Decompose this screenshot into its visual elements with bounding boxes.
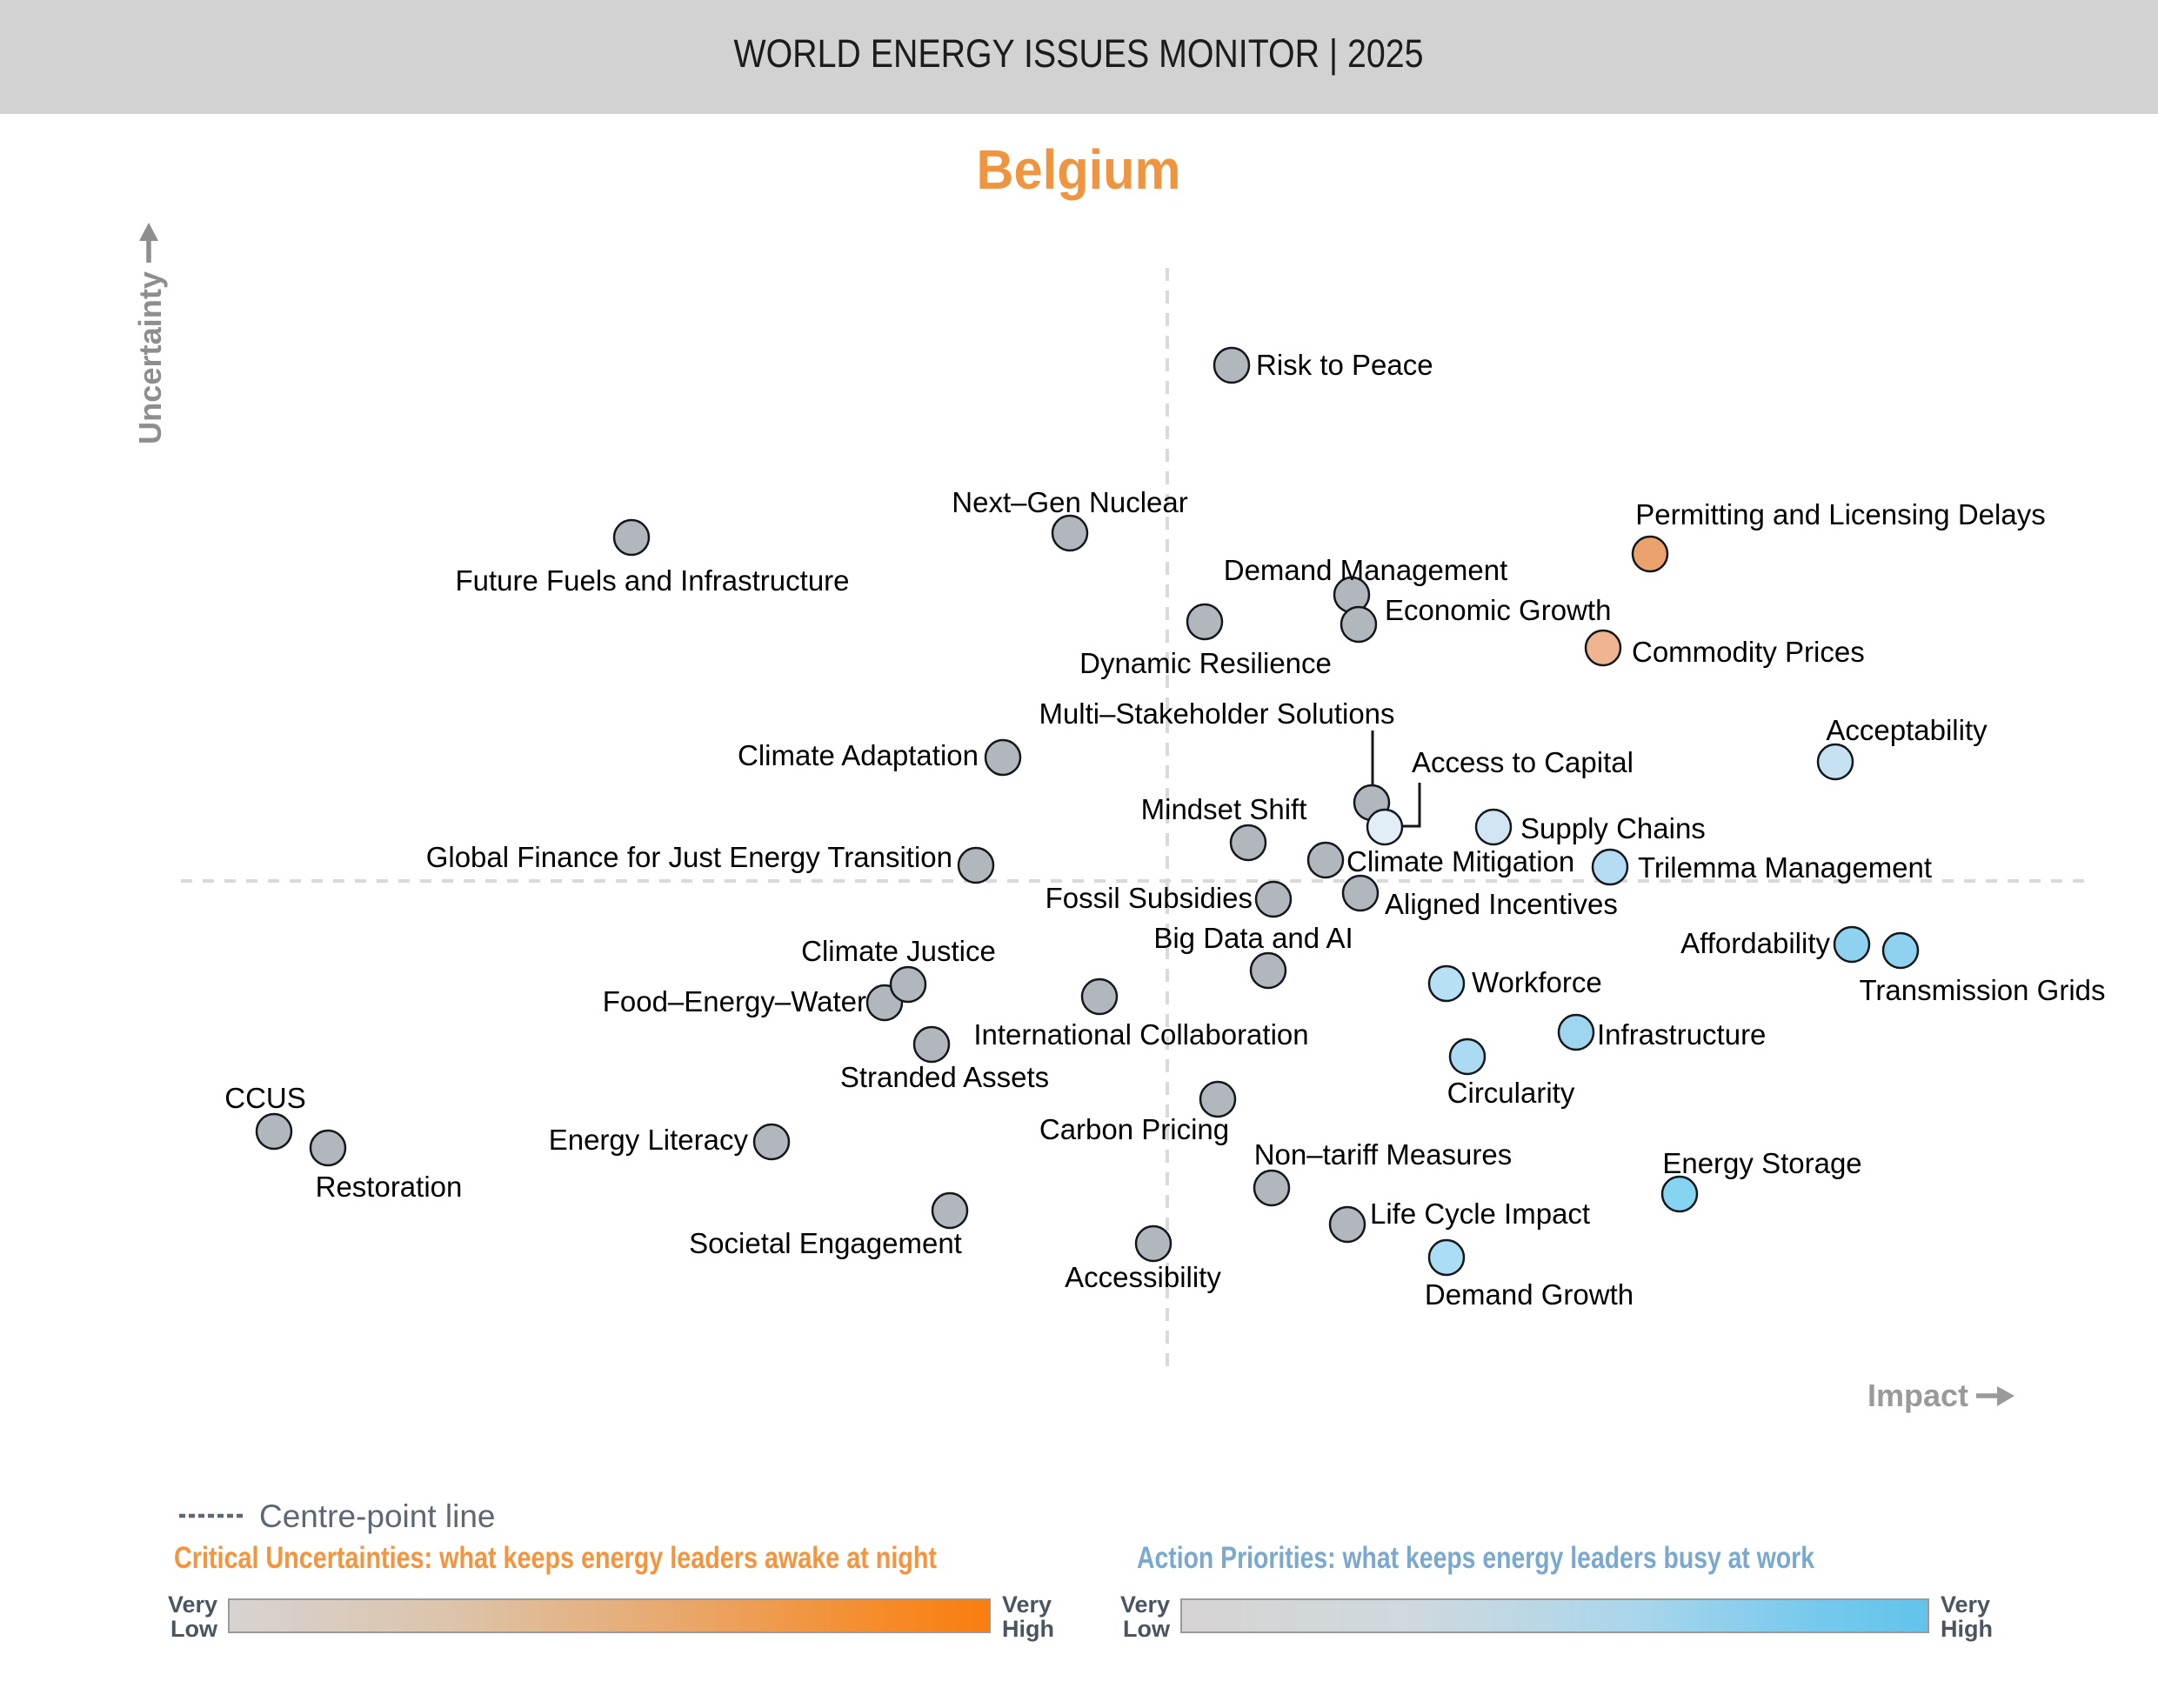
- svg-text:Very: Very: [1120, 1591, 1170, 1618]
- svg-text:Impact: Impact: [1867, 1378, 1968, 1413]
- svg-text:Restoration: Restoration: [316, 1171, 463, 1203]
- svg-text:Uncertainty: Uncertainty: [132, 271, 168, 444]
- svg-text:Non–tariff Measures: Non–tariff Measures: [1254, 1138, 1513, 1171]
- svg-text:Low: Low: [1123, 1616, 1171, 1642]
- svg-text:Stranded Assets: Stranded Assets: [840, 1061, 1049, 1093]
- svg-text:Demand Growth: Demand Growth: [1425, 1278, 1634, 1311]
- svg-text:Climate Justice: Climate Justice: [801, 935, 996, 967]
- svg-text:Low: Low: [170, 1616, 218, 1642]
- svg-text:Societal Engagement: Societal Engagement: [689, 1227, 962, 1259]
- svg-text:Next–Gen Nuclear: Next–Gen Nuclear: [952, 486, 1187, 518]
- svg-text:Access to Capital: Access to Capital: [1412, 746, 1634, 778]
- svg-text:Energy Literacy: Energy Literacy: [549, 1124, 749, 1156]
- svg-text:Circularity: Circularity: [1447, 1077, 1575, 1109]
- svg-text:Very: Very: [168, 1591, 217, 1618]
- svg-text:Carbon Pricing: Carbon Pricing: [1039, 1113, 1229, 1145]
- svg-text:Climate Adaptation: Climate Adaptation: [738, 739, 979, 771]
- svg-text:Very: Very: [1002, 1591, 1052, 1618]
- svg-text:Acceptability: Acceptability: [1826, 714, 1988, 746]
- svg-text:Centre-point line: Centre-point line: [259, 1498, 495, 1534]
- svg-text:Dynamic Resilience: Dynamic Resilience: [1079, 647, 1332, 679]
- svg-text:Climate Mitigation: Climate Mitigation: [1346, 845, 1574, 877]
- svg-text:Permitting and Licensing Delay: Permitting and Licensing Delays: [1635, 498, 2045, 530]
- svg-text:Trilemma Management: Trilemma Management: [1638, 851, 1932, 884]
- svg-text:Infrastructure: Infrastructure: [1597, 1018, 1766, 1051]
- svg-text:Big Data and AI: Big Data and AI: [1153, 922, 1353, 954]
- svg-text:International Collaboration: International Collaboration: [973, 1018, 1308, 1051]
- svg-text:Belgium: Belgium: [977, 138, 1181, 201]
- svg-text:Fossil Subsidies: Fossil Subsidies: [1046, 882, 1253, 914]
- svg-text:Economic Growth: Economic Growth: [1385, 594, 1611, 626]
- svg-text:Very: Very: [1941, 1591, 1990, 1618]
- svg-text:Affordability: Affordability: [1680, 927, 1830, 959]
- svg-text:Workforce: Workforce: [1472, 966, 1602, 998]
- svg-text:Accessibility: Accessibility: [1065, 1261, 1221, 1293]
- svg-text:Critical Uncertainties: what k: Critical Uncertainties: what keeps energ…: [174, 1541, 937, 1575]
- svg-text:Risk to Peace: Risk to Peace: [1256, 349, 1433, 381]
- svg-text:Demand Management: Demand Management: [1224, 554, 1508, 586]
- svg-text:WORLD ENERGY ISSUES MONITOR |: WORLD ENERGY ISSUES MONITOR | 2025: [734, 31, 1424, 76]
- svg-text:Commodity Prices: Commodity Prices: [1632, 636, 1865, 668]
- svg-text:Life Cycle Impact: Life Cycle Impact: [1370, 1198, 1590, 1230]
- svg-text:Future Fuels and Infrastructur: Future Fuels and Infrastructure: [455, 564, 849, 597]
- svg-text:Global Finance for Just Energy: Global Finance for Just Energy Transitio…: [426, 841, 952, 873]
- svg-text:Multi–Stakeholder Solutions: Multi–Stakeholder Solutions: [1039, 697, 1394, 730]
- svg-text:High: High: [1002, 1616, 1054, 1642]
- svg-text:Supply Chains: Supply Chains: [1520, 812, 1706, 844]
- svg-text:Aligned Incentives: Aligned Incentives: [1385, 888, 1618, 920]
- svg-text:High: High: [1941, 1616, 1993, 1642]
- svg-text:Transmission Grids: Transmission Grids: [1860, 974, 2106, 1006]
- svg-text:Action Priorities: what keeps: Action Priorities: what keeps energy lea…: [1137, 1541, 1814, 1575]
- svg-text:Food–Energy–Water: Food–Energy–Water: [603, 985, 866, 1017]
- svg-text:Mindset Shift: Mindset Shift: [1141, 793, 1307, 825]
- svg-text:Energy Storage: Energy Storage: [1662, 1147, 1861, 1179]
- svg-text:CCUS: CCUS: [224, 1082, 306, 1114]
